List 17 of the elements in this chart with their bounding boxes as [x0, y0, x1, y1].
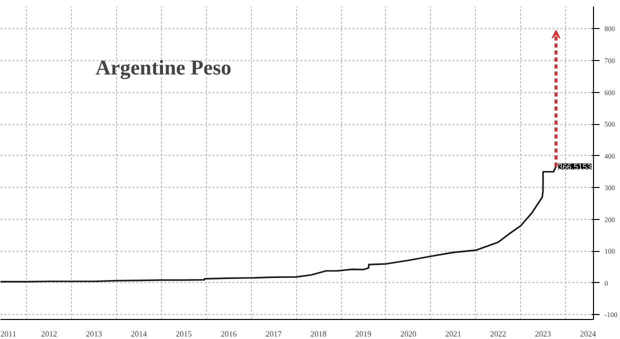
x-tick-label: 2017	[266, 330, 282, 338]
annotation: 366.5153	[558, 162, 592, 172]
x-tick-label: 2018	[310, 330, 327, 338]
x-tick-label: 2021	[445, 330, 462, 338]
x-tick-label: 2023	[534, 330, 551, 338]
line-series	[0, 166, 557, 282]
x-tick-label: 2024	[580, 330, 596, 338]
x-tick-label: 2013	[86, 330, 102, 338]
x-tick-label: 2020	[400, 330, 416, 338]
x-tick-label: 2019	[355, 330, 372, 338]
text: Argentine Peso	[96, 56, 232, 80]
x-tick-label: 2016	[220, 330, 237, 338]
x-tick-label: 2022	[490, 330, 506, 338]
x-tick-label: 2014	[130, 330, 147, 338]
x-tick-label: 2015	[176, 330, 192, 338]
x-tick-label: 2012	[41, 330, 58, 338]
x-tick-label: 2011	[0, 330, 16, 338]
